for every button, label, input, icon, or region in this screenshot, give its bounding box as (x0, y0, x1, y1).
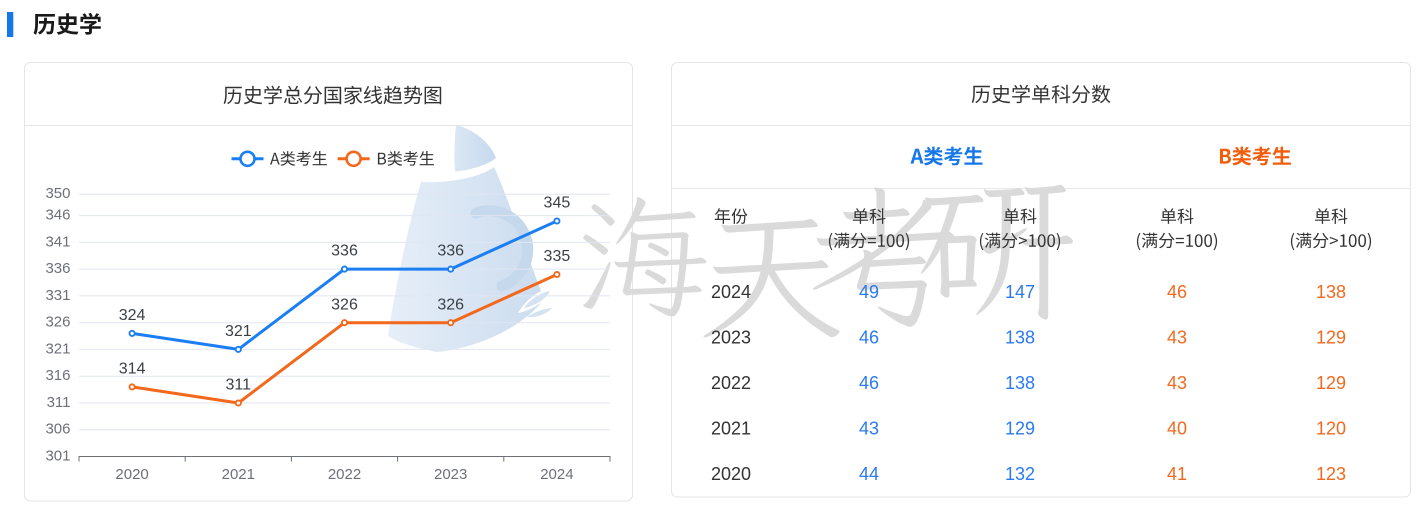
svg-text:326: 326 (437, 296, 464, 313)
svg-text:331: 331 (45, 287, 70, 304)
svg-text:324: 324 (119, 307, 146, 324)
svg-text:2020: 2020 (711, 464, 751, 484)
svg-text:49: 49 (859, 282, 879, 302)
svg-text:46: 46 (1167, 282, 1187, 302)
svg-text:346: 346 (45, 207, 70, 224)
svg-text:2023: 2023 (711, 327, 751, 347)
svg-text:44: 44 (859, 464, 879, 484)
svg-text:336: 336 (437, 243, 464, 260)
svg-text:350: 350 (45, 185, 70, 202)
svg-text:2022: 2022 (711, 373, 751, 393)
svg-text:123: 123 (1316, 464, 1346, 484)
svg-text:40: 40 (1167, 418, 1187, 438)
svg-text:43: 43 (1167, 327, 1187, 347)
svg-text:306: 306 (45, 421, 70, 438)
svg-text:2022: 2022 (328, 466, 361, 483)
svg-text:336: 336 (331, 243, 358, 260)
svg-text:2024: 2024 (711, 282, 751, 302)
svg-text:326: 326 (45, 314, 70, 331)
svg-text:2023: 2023 (434, 466, 467, 483)
svg-text:2024: 2024 (540, 466, 573, 483)
svg-text:321: 321 (45, 340, 70, 357)
svg-text:132: 132 (1005, 464, 1035, 484)
svg-text:301: 301 (45, 447, 70, 464)
svg-text:138: 138 (1005, 327, 1035, 347)
svg-text:43: 43 (1167, 373, 1187, 393)
svg-text:326: 326 (331, 296, 358, 313)
svg-text:336: 336 (45, 260, 70, 277)
svg-text:41: 41 (1167, 464, 1187, 484)
svg-text:316: 316 (45, 367, 70, 384)
svg-text:147: 147 (1005, 282, 1035, 302)
svg-text:2021: 2021 (222, 466, 255, 483)
svg-text:46: 46 (859, 327, 879, 347)
svg-text:341: 341 (45, 233, 70, 250)
svg-text:138: 138 (1316, 282, 1346, 302)
svg-text:2020: 2020 (115, 466, 148, 483)
svg-text:43: 43 (859, 418, 879, 438)
svg-text:138: 138 (1005, 373, 1035, 393)
svg-text:345: 345 (544, 195, 571, 212)
svg-text:311: 311 (226, 377, 252, 394)
svg-text:321: 321 (225, 323, 252, 340)
svg-text:120: 120 (1316, 418, 1346, 438)
svg-text:2021: 2021 (711, 418, 751, 438)
svg-text:129: 129 (1316, 373, 1346, 393)
svg-text:311: 311 (47, 394, 71, 411)
svg-text:314: 314 (119, 361, 146, 378)
svg-text:129: 129 (1316, 327, 1346, 347)
svg-text:129: 129 (1005, 418, 1035, 438)
svg-text:335: 335 (544, 248, 571, 265)
svg-text:46: 46 (859, 373, 879, 393)
